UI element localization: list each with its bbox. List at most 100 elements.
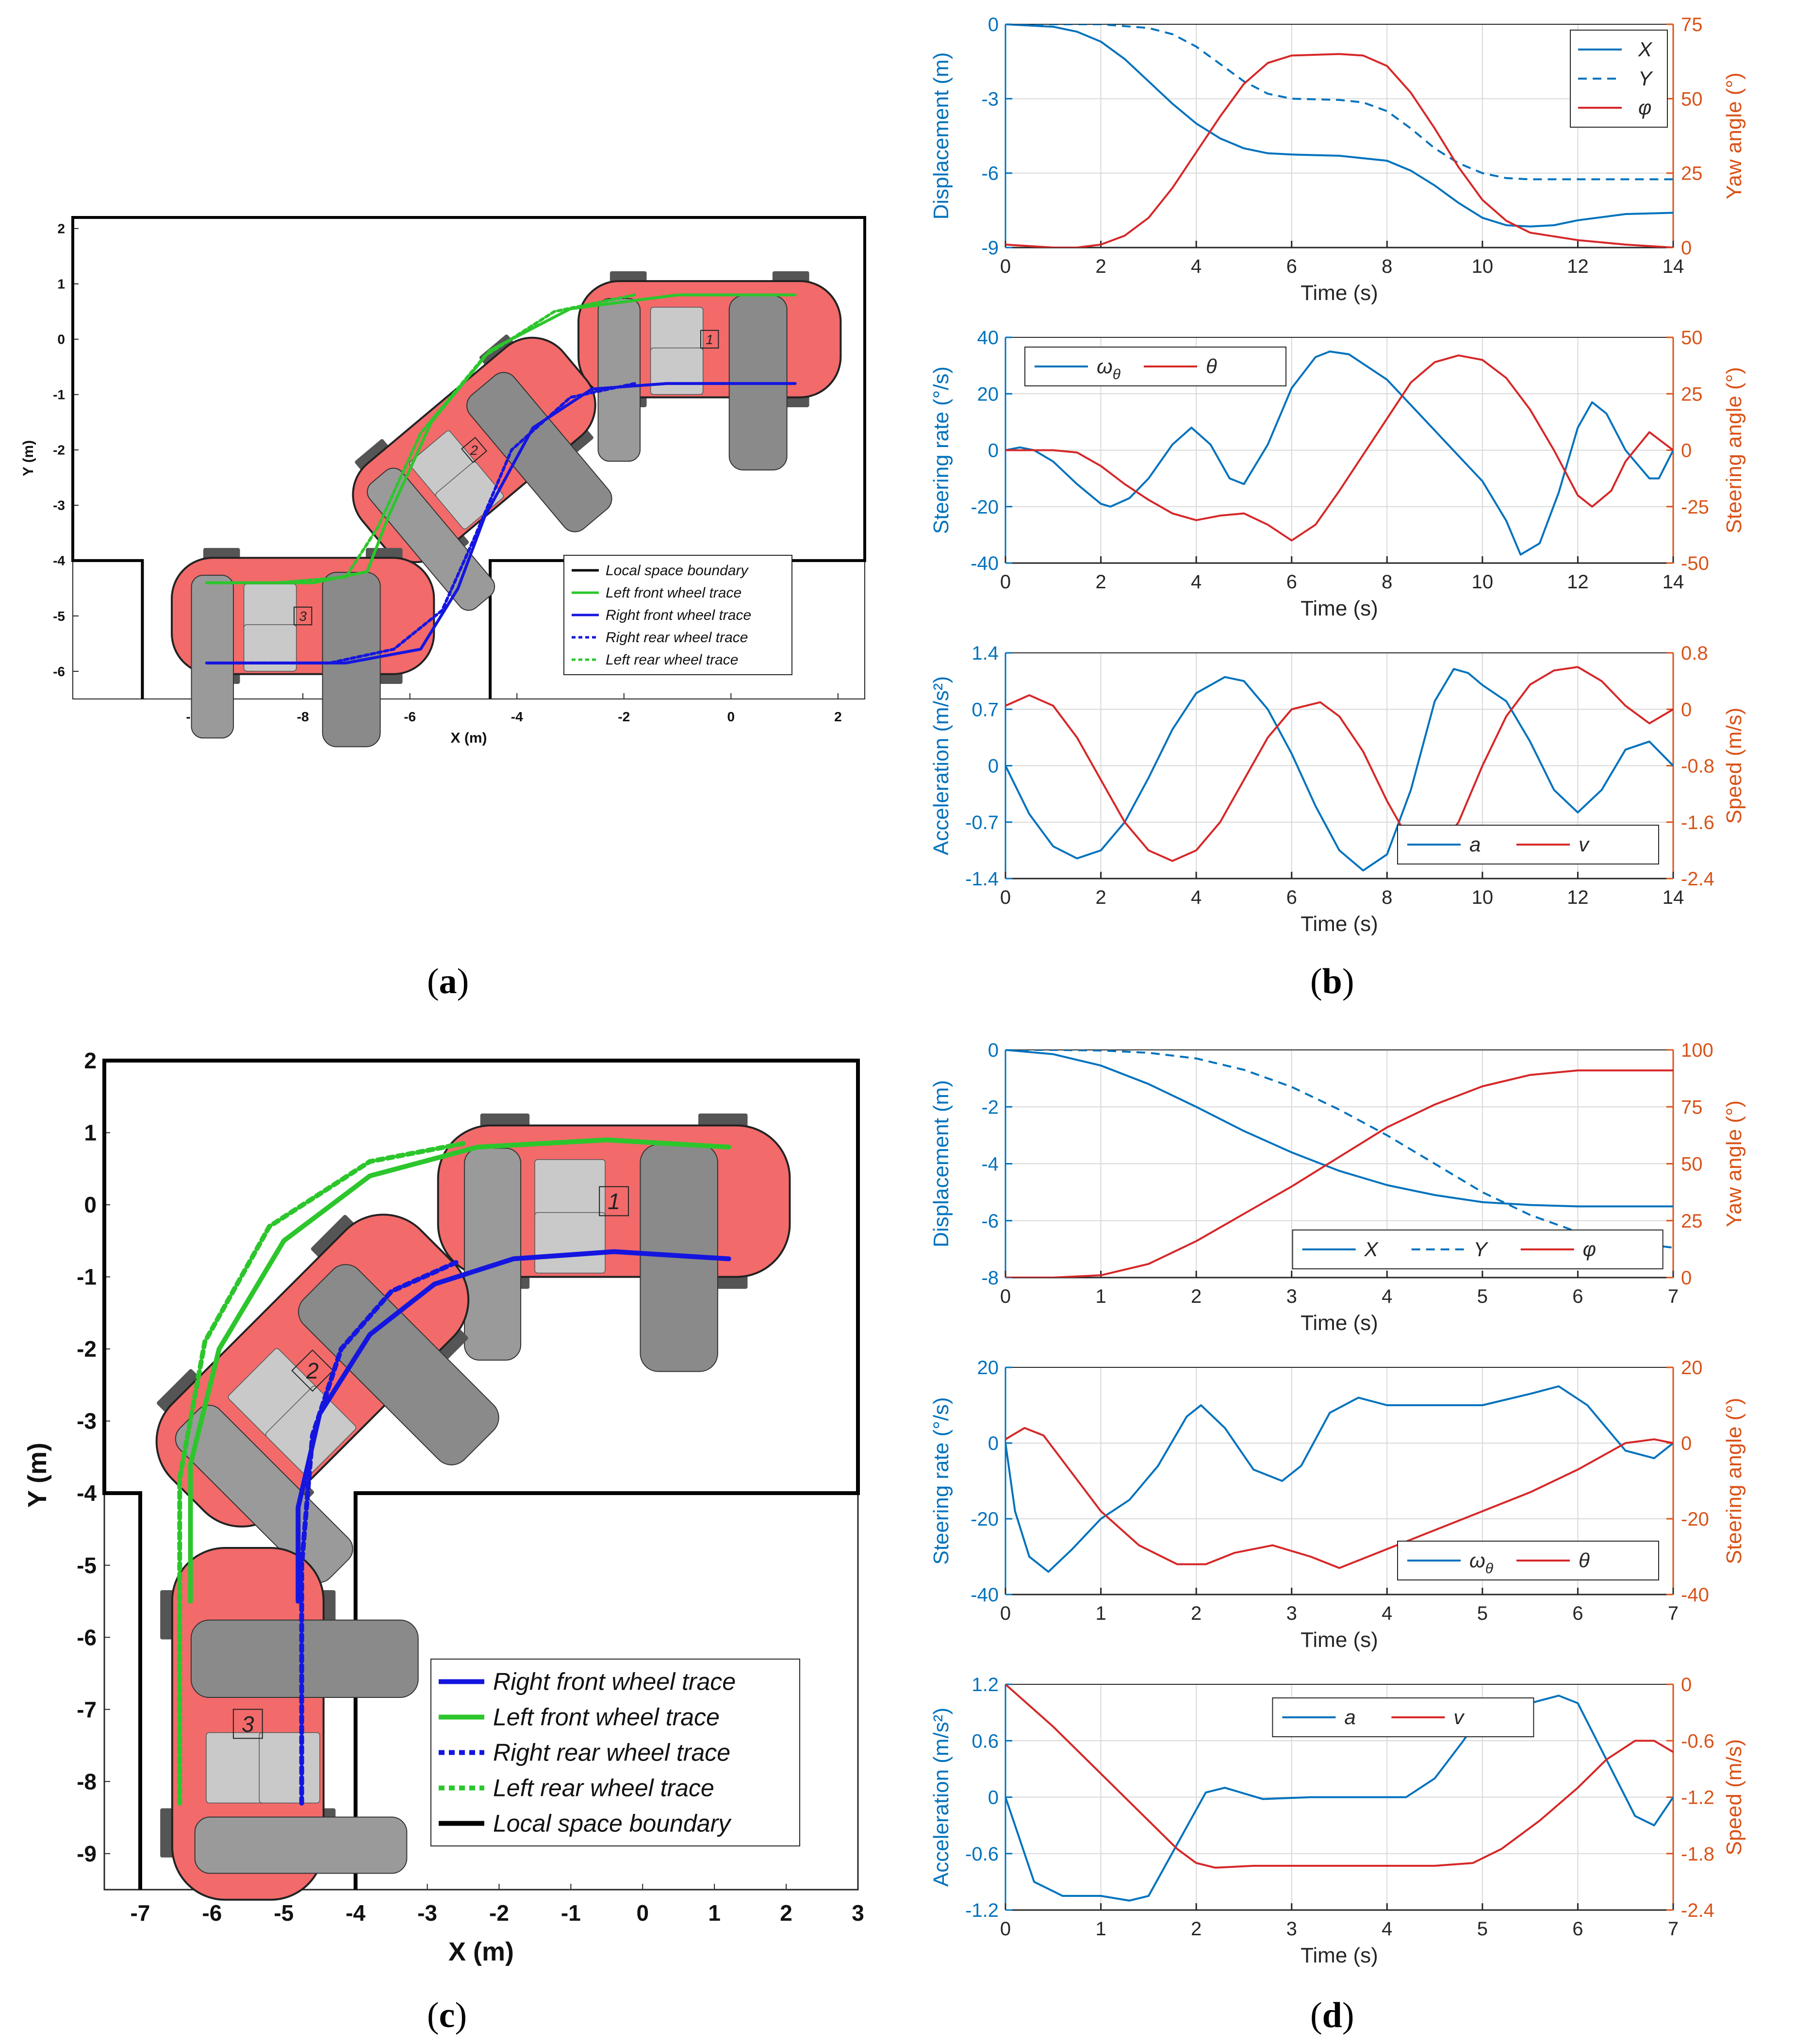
car-label: 1 <box>608 1189 620 1214</box>
trace-left-front-wheel-trace <box>188 1137 731 1604</box>
y-axis-label-right: Speed (m/s) <box>1722 1739 1746 1856</box>
y-axis-label-right: Yaw angle (°) <box>1722 72 1746 199</box>
caption-a: (a) <box>427 962 469 1001</box>
legend-label: φ <box>1583 1238 1596 1261</box>
wheel <box>157 1369 203 1415</box>
series-line-θ <box>1005 354 1673 542</box>
x-tick-label: 6 <box>1286 887 1297 908</box>
legend-label: Local space boundary <box>493 1810 732 1837</box>
x-tick-label: -8 <box>297 709 309 724</box>
y-tick-label: 20 <box>977 383 999 405</box>
y-tick-label: -9 <box>77 1841 97 1866</box>
chart-c: -7 -6 -5 -4 -3 -2 -1 0 1 2 3 -9 -8 -7 -6 -5 -4 -3 -2 -1 0 1 2 X… <box>23 1048 864 1966</box>
y-tick-label: 0 <box>988 14 999 35</box>
legend-label: Right rear wheel trace <box>493 1739 730 1766</box>
x-axis-label: X (m) <box>448 1937 514 1966</box>
rear-window <box>597 298 641 462</box>
y-tick-label: -8 <box>77 1769 97 1794</box>
x-tick-label: 3 <box>852 1900 864 1926</box>
trace-right-rear-wheel-trace <box>205 382 636 665</box>
windshield <box>298 1264 499 1465</box>
trace-left-rear-wheel-trace <box>177 1141 466 1806</box>
y-tick-label: -3 <box>981 88 999 110</box>
y-tick-label-right: 25 <box>1681 383 1703 405</box>
y-tick-label: 0 <box>988 756 999 777</box>
x-tick-label: 1 <box>1095 1286 1106 1307</box>
y-axis-label-right: Steering angle (°) <box>1722 367 1746 533</box>
rear-window <box>191 575 234 739</box>
x-tick-label: 0 <box>1000 1918 1011 1940</box>
x-tick-label: 0 <box>727 709 735 724</box>
x-tick-label: -5 <box>274 1900 294 1926</box>
y-tick-label: -6 <box>77 1625 97 1650</box>
x-tick-label: 14 <box>1663 256 1684 277</box>
x-tick-label: 2 <box>1095 887 1106 908</box>
x-axis-label: Time (s) <box>1301 912 1378 936</box>
y-tick-label: -20 <box>971 1509 999 1530</box>
y-tick-label: 0 <box>57 332 65 347</box>
x-tick-label: 4 <box>1382 1286 1392 1307</box>
legend: Right front wheel trace Left front wheel … <box>430 1659 800 1846</box>
seat <box>650 307 704 354</box>
y-tick-label-right: 20 <box>1681 1357 1703 1379</box>
y-tick-label: -3 <box>77 1409 97 1434</box>
legend-label: X <box>1364 1238 1379 1261</box>
y-tick-label: 40 <box>977 327 999 349</box>
legend-label: θ <box>1206 355 1217 378</box>
x-tick-label: 2 <box>780 1900 792 1926</box>
car-label: 3 <box>299 609 307 624</box>
y-tick-label: -9 <box>981 237 999 259</box>
y-tick-label-right: -0.8 <box>1681 756 1714 777</box>
legend-label: X <box>1638 38 1653 61</box>
x-tick-label: 5 <box>1477 1918 1488 1940</box>
y-tick-label: -1 <box>77 1264 97 1290</box>
y-tick-label: -7 <box>77 1697 97 1722</box>
x-tick-label: 14 <box>1663 571 1684 593</box>
series-line-a <box>1005 668 1673 872</box>
x-tick-label: 7 <box>1668 1286 1679 1307</box>
x-tick-label: -3 <box>417 1900 437 1926</box>
y-tick-label-right: 50 <box>1681 327 1703 349</box>
x-axis-label: Time (s) <box>1301 1311 1378 1335</box>
chart-b2: 0 2 4 6 8 10 12 14 -40 -20 0 20 40 -50 -25 0 25 50 Time (s… <box>929 327 1746 620</box>
y-axis-label-right: Steering angle (°) <box>1722 1398 1746 1564</box>
x-tick-label: -2 <box>618 709 630 724</box>
x-tick-label: 2 <box>1191 1603 1202 1624</box>
y-axis-label: Displacement (m) <box>929 1080 953 1247</box>
seat <box>206 1732 267 1804</box>
x-tick-label: 6 <box>1286 571 1297 593</box>
x-tick-label: 8 <box>1382 571 1392 593</box>
x-axis-label: Time (s) <box>1301 1944 1378 1967</box>
y-tick-label-right: 25 <box>1681 1211 1703 1232</box>
x-tick-label: 12 <box>1567 887 1589 908</box>
legend-label: Y <box>1474 1238 1489 1261</box>
x-tick-label: 2 <box>1191 1918 1202 1940</box>
legend-label: Right front wheel trace <box>606 607 751 623</box>
car-label-box <box>700 330 719 349</box>
seat <box>259 1732 320 1804</box>
rear-window <box>464 1147 522 1361</box>
y-tick-label-right: -40 <box>1681 1584 1709 1606</box>
y-tick-label-right: 100 <box>1681 1040 1713 1061</box>
y-tick-label: 0 <box>988 1787 999 1809</box>
seat <box>534 1212 606 1274</box>
legend-label: Local space boundary <box>606 563 749 579</box>
y-tick-label-right: -1.8 <box>1681 1844 1714 1865</box>
y-tick-label: 0 <box>988 440 999 462</box>
legend: Local space boundary Left front wheel tra… <box>563 555 792 675</box>
y-tick-label-right: 0 <box>1681 1267 1692 1289</box>
car-label-box <box>293 606 313 626</box>
x-tick-label: 7 <box>1668 1918 1679 1940</box>
legend-label: v <box>1453 1706 1465 1728</box>
series-line-φ <box>1005 53 1673 248</box>
y-tick-label-right: 50 <box>1681 88 1703 110</box>
series-line-ωθ <box>1005 1385 1673 1573</box>
x-tick-label: 4 <box>1382 1918 1392 1940</box>
y-tick-label: -40 <box>971 553 999 574</box>
legend: ωθ θ <box>1397 1541 1659 1580</box>
y-tick-label: -5 <box>53 609 65 624</box>
x-axis-label: Time (s) <box>1301 1628 1378 1652</box>
x-tick-label: 0 <box>1000 571 1011 593</box>
